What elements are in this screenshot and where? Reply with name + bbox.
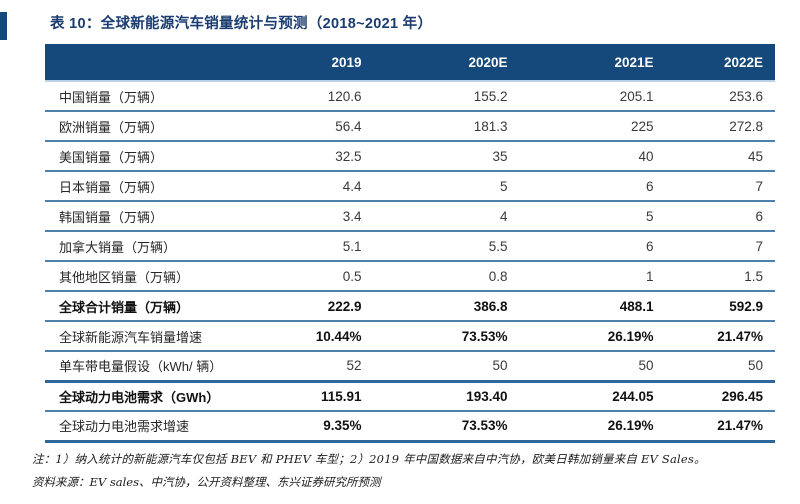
note-text: 注：1）纳入统计的新能源汽车仅包括 BEV 和 PHEV 车型；2）2019 年… — [32, 452, 706, 466]
table-row-usa: 美国销量（万辆） 32.5 35 40 45 — [45, 141, 775, 172]
cell-value: 296.45 — [665, 381, 775, 412]
cell-value: 45 — [665, 141, 775, 172]
row-label: 其他地区销量（万辆） — [45, 261, 250, 292]
footnotes: 注：1）纳入统计的新能源汽车仅包括 BEV 和 PHEV 车型；2）2019 年… — [32, 452, 782, 490]
header-col-2020e: 2020E — [373, 44, 520, 82]
table-row-korea: 韩国销量（万辆） 3.4 4 5 6 — [45, 201, 775, 232]
cell-value: 40 — [519, 141, 666, 172]
cell-value: 1 — [519, 261, 666, 292]
cell-value: 5 — [373, 171, 520, 202]
cell-value: 205.1 — [519, 81, 666, 112]
table-row-global-total: 全球合计销量（万辆） 222.9 386.8 488.1 592.9 — [45, 291, 775, 322]
cell-value: 26.19% — [519, 411, 666, 443]
table-row-europe: 欧洲销量（万辆） 56.4 181.3 225 272.8 — [45, 111, 775, 142]
cell-value: 4.4 — [249, 171, 374, 202]
table-row-sales-growth: 全球新能源汽车销量增速 10.44% 73.53% 26.19% 21.47% — [45, 321, 775, 352]
row-label: 欧洲销量（万辆） — [45, 111, 250, 142]
cell-value: 50 — [373, 351, 520, 383]
table-row-japan: 日本销量（万辆） 4.4 5 6 7 — [45, 171, 775, 202]
row-label: 全球动力电池需求（GWh） — [45, 381, 250, 412]
cell-value: 10.44% — [249, 321, 374, 352]
cell-value: 73.53% — [373, 321, 520, 352]
table-row-other-regions: 其他地区销量（万辆） 0.5 0.8 1 1.5 — [45, 261, 775, 292]
header-col-2022e: 2022E — [665, 44, 775, 82]
row-label: 单车带电量假设（kWh/ 辆） — [45, 351, 250, 383]
cell-value: 26.19% — [519, 321, 666, 352]
table-body: 中国销量（万辆） 120.6 155.2 205.1 253.6 欧洲销量（万辆… — [45, 81, 775, 443]
header-col-2019: 2019 — [249, 44, 374, 82]
cell-value: 1.5 — [665, 261, 775, 292]
cell-value: 0.8 — [373, 261, 520, 292]
cell-value: 7 — [665, 171, 775, 202]
cell-value: 181.3 — [373, 111, 520, 142]
cell-value: 155.2 — [373, 81, 520, 112]
row-label: 中国销量（万辆） — [45, 81, 250, 112]
row-label: 韩国销量（万辆） — [45, 201, 250, 232]
row-label: 美国销量（万辆） — [45, 141, 250, 172]
cell-value: 0.5 — [249, 261, 374, 292]
cell-value: 115.91 — [249, 381, 374, 412]
cell-value: 120.6 — [249, 81, 374, 112]
cell-value: 50 — [519, 351, 666, 383]
ev-sales-forecast-table: 2019 2020E 2021E 2022E 中国销量（万辆） 120.6 15… — [45, 44, 775, 443]
cell-value: 488.1 — [519, 291, 666, 322]
cell-value: 6 — [519, 171, 666, 202]
row-label: 全球动力电池需求增速 — [45, 411, 250, 443]
cell-value: 244.05 — [519, 381, 666, 412]
table-row-battery-demand-growth: 全球动力电池需求增速 9.35% 73.53% 26.19% 21.47% — [45, 411, 775, 443]
table-row-battery-capacity-assumption: 单车带电量假设（kWh/ 辆） 52 50 50 50 — [45, 351, 775, 383]
header-col-2021e: 2021E — [519, 44, 666, 82]
cell-value: 21.47% — [665, 411, 775, 443]
cell-value: 73.53% — [373, 411, 520, 443]
cell-value: 35 — [373, 141, 520, 172]
table-row-battery-demand: 全球动力电池需求（GWh） 115.91 193.40 244.05 296.4… — [45, 381, 775, 412]
cell-value: 21.47% — [665, 321, 775, 352]
row-label: 日本销量（万辆） — [45, 171, 250, 202]
cell-value: 56.4 — [249, 111, 374, 142]
cell-value: 6 — [519, 231, 666, 262]
cell-value: 9.35% — [249, 411, 374, 443]
cell-value: 3.4 — [249, 201, 374, 232]
cell-value: 7 — [665, 231, 775, 262]
header-corner-cell — [45, 44, 250, 82]
cell-value: 6 — [665, 201, 775, 232]
cell-value: 32.5 — [249, 141, 374, 172]
cell-value: 193.40 — [373, 381, 520, 412]
cell-value: 5 — [519, 201, 666, 232]
cell-value: 386.8 — [373, 291, 520, 322]
cell-value: 50 — [665, 351, 775, 383]
cell-value: 272.8 — [665, 111, 775, 142]
cell-value: 5.1 — [249, 231, 374, 262]
table-row-china: 中国销量（万辆） 120.6 155.2 205.1 253.6 — [45, 81, 775, 112]
cell-value: 4 — [373, 201, 520, 232]
page-title: 表 10：全球新能源汽车销量统计与预测（2018~2021 年） — [50, 16, 433, 32]
table-row-canada: 加拿大销量（万辆） 5.1 5.5 6 7 — [45, 231, 775, 262]
cell-value: 222.9 — [249, 291, 374, 322]
row-label: 全球合计销量（万辆） — [45, 291, 250, 322]
cell-value: 592.9 — [665, 291, 775, 322]
cell-value: 52 — [249, 351, 374, 383]
header-row: 2019 2020E 2021E 2022E — [45, 44, 775, 82]
table-header: 2019 2020E 2021E 2022E — [45, 44, 775, 82]
row-label: 全球新能源汽车销量增速 — [45, 321, 250, 352]
cell-value: 253.6 — [665, 81, 775, 112]
source-text: 资料来源：EV sales、中汽协，公开资料整理、东兴证券研究所预测 — [32, 475, 381, 490]
row-label: 加拿大销量（万辆） — [45, 231, 250, 262]
cell-value: 225 — [519, 111, 666, 142]
title-accent-bar — [0, 12, 7, 40]
cell-value: 5.5 — [373, 231, 520, 262]
